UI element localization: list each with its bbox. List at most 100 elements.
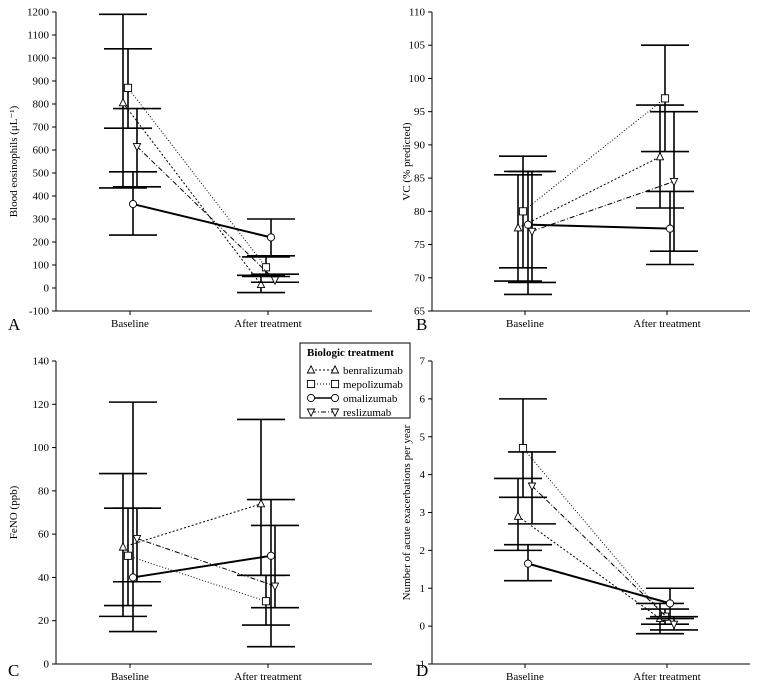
series-omalizumab xyxy=(504,543,694,620)
y-tick-label: 0 xyxy=(44,659,50,671)
x-tick-label: After treatment xyxy=(633,318,701,330)
data-point xyxy=(261,597,271,606)
y-tick-label: 4 xyxy=(420,469,426,481)
series-mepolizumab xyxy=(104,47,290,278)
y-tick-label: 200 xyxy=(33,237,50,249)
x-tick-label: After treatment xyxy=(234,318,302,330)
series-line xyxy=(136,146,276,281)
data-point xyxy=(128,199,138,209)
series-benralizumab xyxy=(494,104,684,282)
data-point xyxy=(523,220,533,229)
data-point xyxy=(266,551,276,560)
series-benralizumab xyxy=(494,477,684,635)
panel-label: C xyxy=(8,661,19,680)
data-point xyxy=(513,222,523,232)
y-axis-title: VC (% predicted) xyxy=(401,122,413,201)
x-tick-label: After treatment xyxy=(234,671,302,683)
y-tick-label: 100 xyxy=(33,260,50,272)
y-tick-label: 60 xyxy=(38,529,50,541)
series-line xyxy=(531,180,675,232)
y-tick-label: 7 xyxy=(420,356,426,368)
y-tick-label: 1100 xyxy=(27,30,49,42)
y-tick-label: 140 xyxy=(33,356,50,368)
legend-entry-label: benralizumab xyxy=(343,365,403,377)
legend-marker xyxy=(306,379,316,389)
y-tick-label: 0 xyxy=(44,283,50,295)
data-point xyxy=(669,177,679,187)
y-tick-label: 100 xyxy=(409,73,426,85)
panel-d: -1 0 1 2 3 4 5 6 7 Baseline After treatment Number … xyxy=(401,356,750,683)
y-tick-label: 500 xyxy=(33,168,50,180)
data-point xyxy=(256,498,266,508)
y-tick-label: 95 xyxy=(414,106,426,118)
x-tick-label: Baseline xyxy=(506,671,544,683)
series-reslizumab xyxy=(508,451,698,631)
legend-entry-label: mepolizumab xyxy=(343,379,403,391)
data-point xyxy=(669,620,679,630)
y-tick-label: 90 xyxy=(414,139,426,151)
y-tick-label: 600 xyxy=(33,145,50,157)
y-tick-label: 2 xyxy=(420,545,426,557)
panel-a: -100 0 100 200 300 400 500 600 700 800 900 1000 1100… xyxy=(8,7,372,334)
x-tick-label: Baseline xyxy=(111,671,149,683)
y-tick-label: 400 xyxy=(33,191,50,203)
series-reslizumab xyxy=(113,507,299,609)
y-tick-label: 5 xyxy=(420,431,426,443)
series-benralizumab xyxy=(99,13,285,294)
data-point xyxy=(527,482,537,492)
series-line xyxy=(127,555,267,602)
y-tick-label: 700 xyxy=(33,122,50,134)
legend-entry-label: omalizumab xyxy=(343,393,398,405)
y-tick-label: 70 xyxy=(414,272,426,284)
y-tick-label: 80 xyxy=(414,206,426,218)
x-tick-label: Baseline xyxy=(111,318,149,330)
legend-marker xyxy=(330,379,340,389)
y-axis-title: Blood eosinophils (μL⁻¹) xyxy=(8,105,20,217)
series-line xyxy=(132,203,272,239)
data-point xyxy=(118,97,128,107)
y-tick-label: -1 xyxy=(416,659,425,671)
legend-marker xyxy=(330,364,340,374)
legend-marker xyxy=(306,364,316,374)
data-point xyxy=(261,263,271,272)
legend-marker xyxy=(306,408,316,418)
data-point xyxy=(665,599,675,608)
series-line xyxy=(527,562,671,605)
y-tick-label: 3 xyxy=(420,507,426,519)
series-line xyxy=(522,447,666,617)
data-point xyxy=(527,227,537,237)
series-reslizumab xyxy=(508,110,698,284)
data-point xyxy=(118,541,128,551)
data-point xyxy=(132,535,142,544)
data-point xyxy=(513,511,523,520)
data-point xyxy=(523,559,533,568)
y-axis-title: Number of acute exacerbations per year xyxy=(401,424,413,600)
series-line xyxy=(132,554,272,579)
legend-marker xyxy=(306,393,316,403)
y-tick-label: 1000 xyxy=(27,53,50,65)
x-tick-label: Baseline xyxy=(506,318,544,330)
legend-marker xyxy=(330,393,340,403)
y-tick-label: 0 xyxy=(420,621,426,633)
y-tick-label: -100 xyxy=(29,306,50,318)
series-omalizumab xyxy=(109,401,295,648)
series-line xyxy=(136,537,276,587)
y-tick-label: 1200 xyxy=(27,7,50,19)
legend: Biologic treatment benralizumab mepolizuma… xyxy=(299,342,411,419)
x-tick-label: After treatment xyxy=(633,671,701,683)
data-point xyxy=(655,151,665,161)
data-point xyxy=(123,551,133,560)
panel-c: 0 20 40 60 80 100 120 140 Baseline After treatmen… xyxy=(8,356,372,683)
legend-title: Biologic treatment xyxy=(307,347,394,359)
panel-label: B xyxy=(416,315,427,334)
series-line xyxy=(517,156,661,229)
data-point xyxy=(665,224,675,233)
series-omalizumab xyxy=(109,171,295,257)
data-point xyxy=(123,83,133,92)
data-point xyxy=(132,143,142,152)
y-tick-label: 85 xyxy=(414,173,426,185)
series-mepolizumab xyxy=(499,44,689,269)
series-line xyxy=(122,102,262,285)
series-line xyxy=(531,485,675,625)
